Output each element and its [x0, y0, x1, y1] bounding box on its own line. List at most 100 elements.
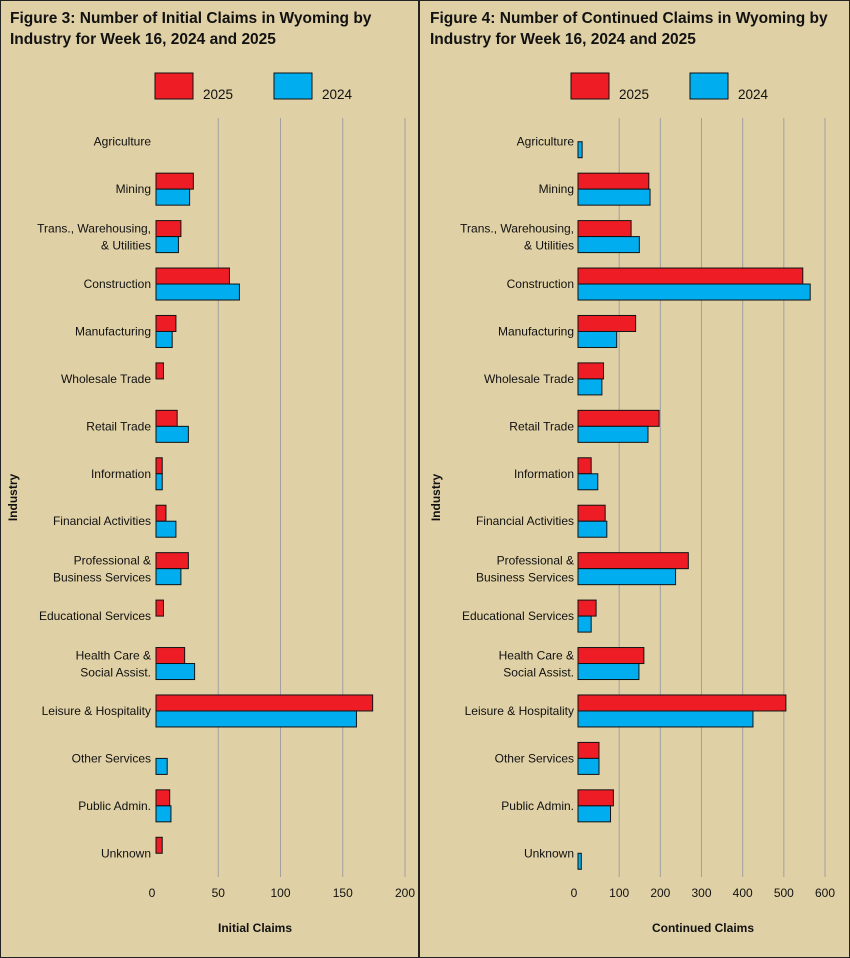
category-label-construction: Construction [84, 277, 151, 291]
category-label-professional-business-services: Professional & Business Services [476, 554, 574, 585]
bar-2024-other-services [155, 757, 168, 775]
bar-2025-retail-trade [155, 409, 178, 427]
bar-2025-financial-activities [155, 504, 167, 522]
category-label-agriculture: Agriculture [517, 135, 575, 149]
bar-2024-health-care-social-assist [577, 663, 640, 681]
bar-2024-retail-trade [577, 425, 649, 443]
bar-2025-leisure-hospitality [577, 694, 787, 712]
bar-2025-financial-activities [577, 504, 606, 522]
category-label-other-services: Other Services [495, 751, 574, 765]
category-label-retail-trade: Retail Trade [509, 419, 574, 433]
x-axis-title: Initial Claims [218, 921, 292, 935]
category-label-trans-warehousing-utilities: Trans., Warehousing, & Utilities [460, 222, 574, 253]
x-tick-label-150: 150 [333, 886, 353, 900]
legend-swatch-2025 [154, 72, 194, 100]
legend-label-2024: 2024 [322, 87, 353, 102]
bar-2025-educational-services [577, 599, 597, 617]
bar-2024-financial-activities [155, 520, 177, 538]
category-label-professional-business-services: Professional & Business Services [53, 554, 151, 585]
figure-3-chart: 2025 2024 0 50 100 150 200 Agriculture Mining Tra… [6, 72, 415, 935]
x-tick-label-200: 200 [650, 886, 670, 900]
x-tick-label-300: 300 [691, 886, 711, 900]
bar-2025-public-admin [577, 789, 614, 807]
bar-2025-health-care-social-assist [577, 647, 645, 665]
bar-2025-retail-trade [577, 409, 660, 427]
bar-2024-agriculture [577, 141, 583, 159]
bar-2025-public-admin [155, 789, 171, 807]
bar-2025-construction [577, 267, 804, 285]
bar-2024-public-admin [577, 805, 612, 823]
category-label-unknown: Unknown [101, 846, 151, 860]
category-label-wholesale-trade: Wholesale Trade [484, 372, 574, 386]
bar-2025-professional-business-services [155, 552, 189, 570]
category-label-mining: Mining [116, 182, 151, 196]
bar-2024-professional-business-services [577, 568, 677, 586]
category-label-public-admin: Public Admin. [78, 799, 151, 813]
bar-2024-trans-warehousing-utilities [155, 236, 179, 254]
bar-2024-trans-warehousing-utilities [577, 236, 640, 254]
x-tick-label-500: 500 [774, 886, 794, 900]
bar-2024-other-services [577, 757, 600, 775]
category-label-information: Information [91, 467, 151, 481]
category-label-financial-activities: Financial Activities [476, 514, 574, 528]
bar-2025-health-care-social-assist [155, 647, 186, 665]
category-label-manufacturing: Manufacturing [75, 324, 151, 338]
figure-4-title: Figure 4: Number of Continued Claims in … [430, 10, 828, 48]
bar-2024-leisure-hospitality [155, 710, 357, 728]
bar-2024-health-care-social-assist [155, 663, 196, 681]
bar-2024-construction [577, 283, 811, 301]
bar-2024-wholesale-trade [577, 378, 603, 396]
bar-2025-wholesale-trade [577, 362, 605, 380]
bar-2024-educational-services [577, 615, 592, 633]
category-label-health-care-social-assist: Health Care & Social Assist. [76, 649, 151, 680]
bar-2024-manufacturing [155, 330, 173, 348]
category-label-construction: Construction [507, 277, 574, 291]
bar-2025-information [155, 457, 163, 475]
legend-swatch-2025 [570, 72, 610, 100]
legend-swatch-2024 [689, 72, 729, 100]
category-label-manufacturing: Manufacturing [498, 324, 574, 338]
bar-2025-construction [155, 267, 230, 285]
category-label-health-care-social-assist: Health Care & Social Assist. [499, 649, 574, 680]
y-axis-title: Industry [429, 474, 443, 522]
bar-2025-leisure-hospitality [155, 694, 374, 712]
bar-2024-mining [577, 188, 651, 206]
bar-2024-mining [155, 188, 191, 206]
bar-2024-public-admin [155, 805, 172, 823]
figure-4-panel: Figure 4: Number of Continued Claims in … [420, 0, 838, 958]
bar-2024-leisure-hospitality [577, 710, 754, 728]
bar-2025-wholesale-trade [155, 362, 164, 380]
bar-2025-mining [155, 172, 194, 190]
category-label-trans-warehousing-utilities: Trans., Warehousing, & Utilities [37, 222, 151, 253]
bar-2025-other-services [577, 741, 600, 759]
bar-2025-manufacturing [155, 314, 177, 332]
x-tick-label-200: 200 [395, 886, 415, 900]
figure-4-chart: 2025 2024 0 100 200 300 400 500 600 Agriculture Mi… [429, 72, 835, 935]
category-label-agriculture: Agriculture [94, 135, 152, 149]
legend-label-2024: 2024 [738, 87, 769, 102]
bar-2024-professional-business-services [155, 568, 182, 586]
x-tick-label-400: 400 [733, 886, 753, 900]
bar-2025-trans-warehousing-utilities [155, 220, 182, 238]
bar-2025-mining [577, 172, 650, 190]
bar-2024-manufacturing [577, 330, 618, 348]
figure-3-panel: Figure 3: Number of Initial Claims in Wy… [0, 0, 418, 958]
category-label-unknown: Unknown [524, 846, 574, 860]
x-tick-label-0: 0 [149, 886, 156, 900]
y-axis-title: Industry [6, 474, 20, 522]
bar-2024-financial-activities [577, 520, 608, 538]
category-label-information: Information [514, 467, 574, 481]
bar-2025-information [577, 457, 592, 475]
bar-2025-professional-business-services [577, 552, 689, 570]
x-tick-label-50: 50 [212, 886, 226, 900]
x-tick-label-600: 600 [815, 886, 835, 900]
bar-2024-unknown [577, 852, 582, 870]
category-label-public-admin: Public Admin. [501, 799, 574, 813]
bar-2025-educational-services [155, 599, 164, 617]
bar-2025-manufacturing [577, 314, 637, 332]
bar-2024-construction [155, 283, 240, 301]
legend-label-2025: 2025 [203, 87, 233, 102]
legend-label-2025: 2025 [619, 87, 649, 102]
bar-2025-unknown [155, 836, 163, 854]
panel-divider [418, 0, 420, 958]
